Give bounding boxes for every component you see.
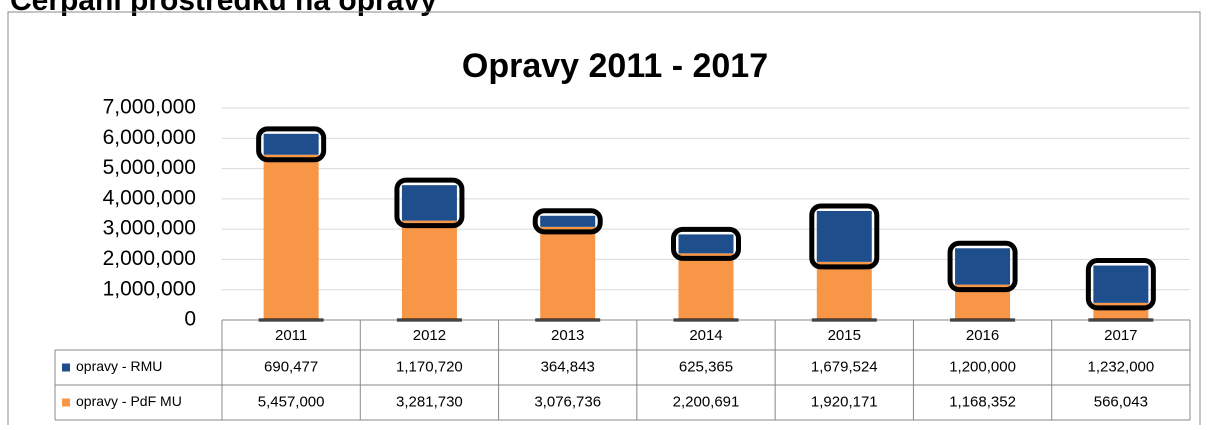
table-value: 1,170,720 — [396, 358, 463, 375]
bar-outline — [532, 208, 603, 235]
table-value: 2,200,691 — [673, 393, 740, 410]
legend-label: opravy - RMU — [76, 358, 162, 374]
table-value: 5,457,000 — [258, 393, 325, 410]
bar — [816, 261, 872, 320]
table-value: 566,043 — [1094, 393, 1148, 410]
bar — [401, 185, 457, 221]
bar-outline — [394, 177, 465, 229]
y-tick-label: 2,000,000 — [103, 247, 196, 270]
legend-key — [62, 398, 70, 407]
bar — [263, 133, 319, 155]
bar — [678, 253, 734, 320]
bar-outline — [947, 240, 1018, 293]
bar — [678, 234, 734, 254]
bar — [540, 215, 596, 227]
bar-outline — [671, 226, 741, 261]
table-value: 1,168,352 — [949, 393, 1016, 410]
table-value: 3,076,736 — [534, 393, 601, 410]
chart-title: Opravy 2011 - 2017 — [462, 47, 768, 85]
page-heading: Čerpání prostředků na opravy — [10, 0, 437, 17]
y-tick-label: 3,000,000 — [103, 217, 196, 240]
table-value: 690,477 — [264, 358, 318, 375]
x-tick-label: 2013 — [551, 327, 584, 344]
y-tick-label: 7,000,000 — [103, 96, 196, 119]
bar — [263, 154, 319, 320]
table-value: 1,679,524 — [811, 358, 878, 375]
x-tick-label: 2014 — [689, 327, 722, 344]
table-value: 1,232,000 — [1087, 358, 1154, 375]
y-tick-label: 1,000,000 — [103, 277, 196, 300]
legend-key — [62, 363, 70, 372]
y-tick-label: 0 — [184, 308, 196, 331]
table-value: 1,920,171 — [811, 393, 878, 410]
bar — [1093, 265, 1149, 303]
bar — [401, 220, 457, 320]
bar-outline — [809, 203, 880, 270]
x-tick-label: 2016 — [966, 327, 999, 344]
bar-outline — [1085, 258, 1156, 311]
y-tick-label: 6,000,000 — [103, 126, 196, 149]
x-tick-label: 2012 — [413, 327, 446, 344]
x-tick-label: 2015 — [828, 327, 861, 344]
table-value: 3,281,730 — [396, 393, 463, 410]
table-value: 1,200,000 — [949, 358, 1016, 375]
chart-frame — [7, 11, 1201, 425]
y-tick-label: 5,000,000 — [103, 156, 196, 179]
bar — [540, 226, 596, 320]
x-tick-label: 2017 — [1104, 327, 1137, 344]
bar-outline — [256, 126, 327, 163]
table-value: 364,843 — [541, 358, 595, 375]
x-tick-label: 2011 — [275, 327, 307, 344]
legend-label: opravy - PdF MU — [76, 393, 182, 409]
bar — [816, 210, 872, 262]
bar — [955, 248, 1011, 285]
table-value: 625,365 — [679, 358, 733, 375]
y-tick-label: 4,000,000 — [103, 186, 196, 209]
